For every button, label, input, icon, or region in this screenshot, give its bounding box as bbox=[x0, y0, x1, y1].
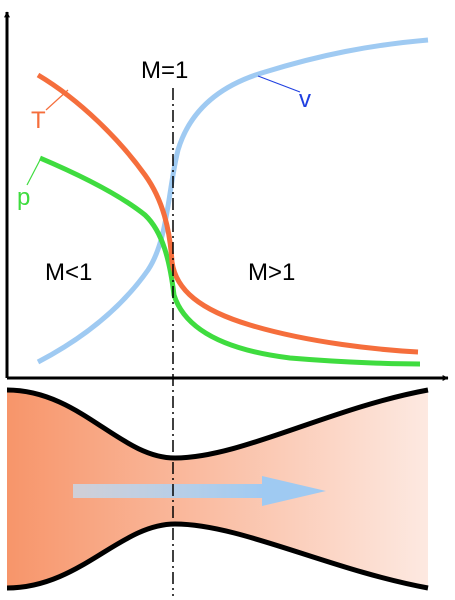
axes bbox=[3, 11, 449, 381]
velocity-label: v bbox=[299, 86, 311, 113]
velocity-leader bbox=[257, 75, 301, 93]
mach-one-label: M=1 bbox=[141, 57, 188, 84]
supersonic-label: M>1 bbox=[248, 259, 295, 286]
temperature-label: T bbox=[31, 107, 46, 134]
pressure-leader bbox=[26, 159, 41, 186]
velocity-curve bbox=[36, 37, 429, 365]
nozzle-lower-wall bbox=[6, 521, 429, 591]
pressure-label: p bbox=[17, 184, 30, 211]
arrow-right-icon bbox=[73, 476, 326, 506]
pressure-curve bbox=[39, 155, 421, 367]
nozzle bbox=[6, 387, 429, 591]
temperature-curve bbox=[36, 72, 419, 355]
subsonic-label: M<1 bbox=[45, 259, 92, 286]
temperature-leader bbox=[45, 89, 69, 111]
nozzle-upper-wall bbox=[6, 387, 429, 461]
